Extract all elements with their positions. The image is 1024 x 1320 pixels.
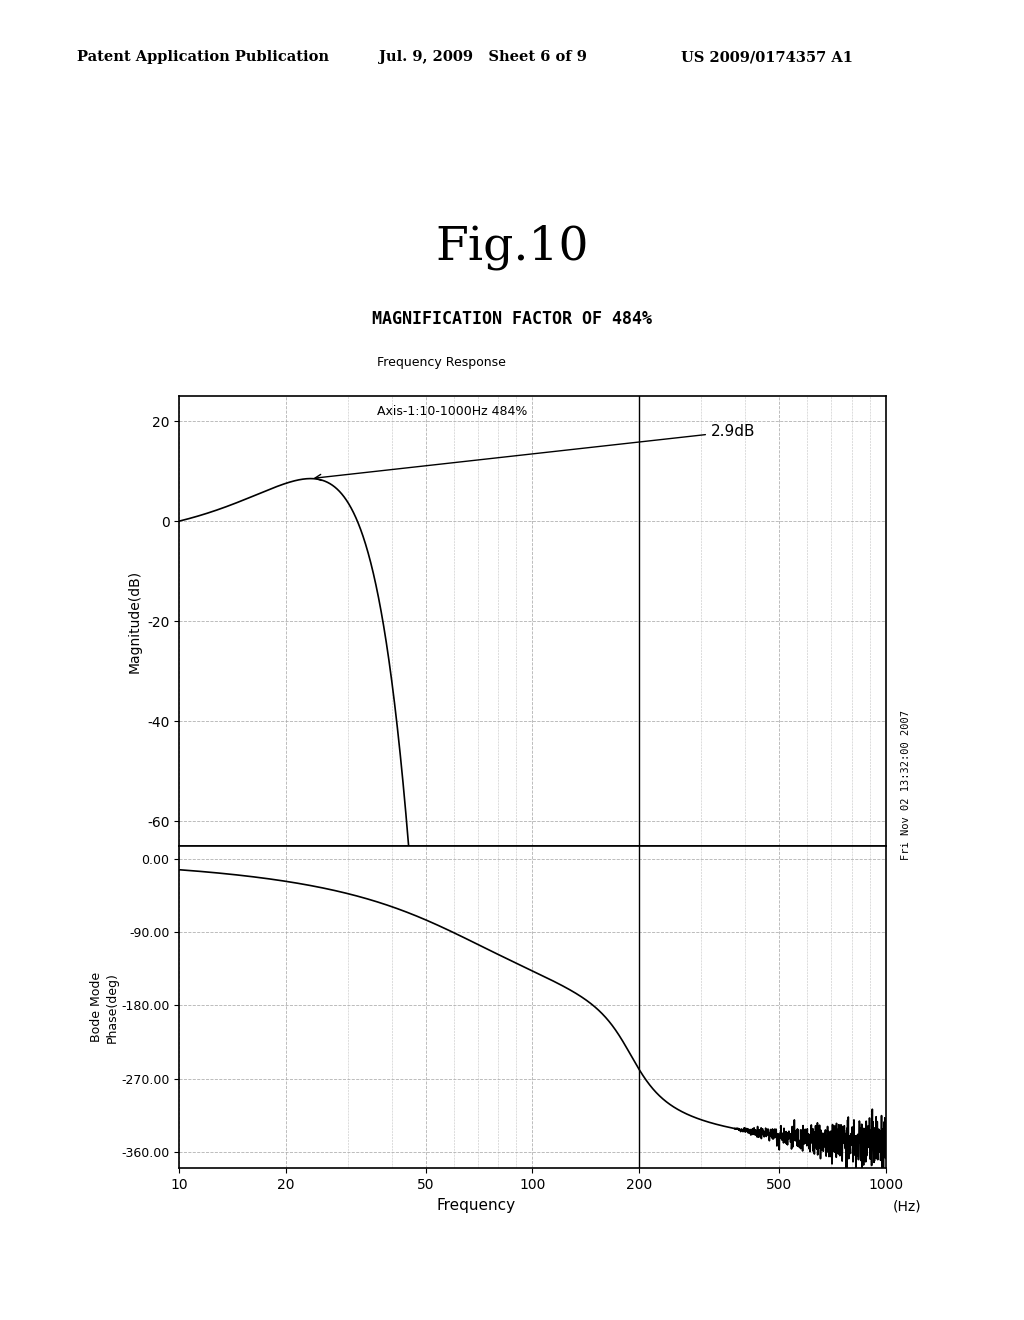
Text: (Hz): (Hz) xyxy=(893,1199,922,1213)
Text: Patent Application Publication: Patent Application Publication xyxy=(77,50,329,65)
Text: Fri Nov 02 13:32:00 2007: Fri Nov 02 13:32:00 2007 xyxy=(901,710,911,861)
Text: Jul. 9, 2009   Sheet 6 of 9: Jul. 9, 2009 Sheet 6 of 9 xyxy=(379,50,587,65)
Y-axis label: Magnitude(dB): Magnitude(dB) xyxy=(127,570,141,673)
Text: Axis-1:10-1000Hz 484%: Axis-1:10-1000Hz 484% xyxy=(377,405,527,418)
Text: US 2009/0174357 A1: US 2009/0174357 A1 xyxy=(681,50,853,65)
Y-axis label: Bode Mode
Phase(deg): Bode Mode Phase(deg) xyxy=(90,972,119,1043)
Text: Fig.10: Fig.10 xyxy=(435,224,589,269)
Text: 2.9dB: 2.9dB xyxy=(315,424,756,480)
Text: Frequency: Frequency xyxy=(436,1199,515,1213)
Text: MAGNIFICATION FACTOR OF 484%: MAGNIFICATION FACTOR OF 484% xyxy=(372,310,652,329)
Text: Frequency Response: Frequency Response xyxy=(377,356,506,370)
